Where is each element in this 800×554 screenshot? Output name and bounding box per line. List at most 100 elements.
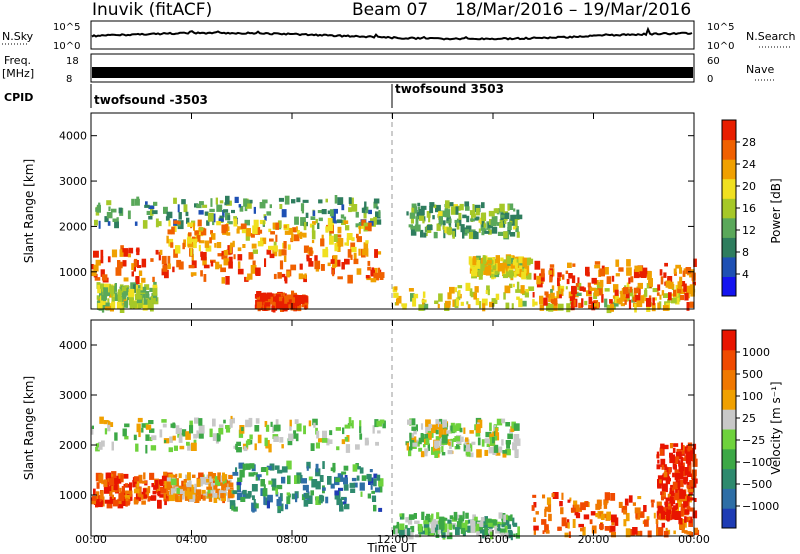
scatter-cell bbox=[224, 224, 229, 228]
scatter-cell bbox=[539, 304, 545, 311]
scatter-cell bbox=[568, 273, 573, 279]
scatter-cell bbox=[310, 216, 316, 220]
scatter-cell bbox=[238, 429, 244, 438]
scatter-cell bbox=[269, 463, 275, 471]
scatter-cell bbox=[334, 258, 338, 268]
scatter-cell bbox=[172, 435, 176, 441]
scatter-cell bbox=[170, 488, 175, 495]
scatter-cell bbox=[273, 273, 277, 280]
scatter-cell bbox=[135, 248, 140, 252]
scatter-cell bbox=[661, 496, 664, 501]
scatter-cell bbox=[507, 204, 510, 211]
scatter-cell bbox=[109, 285, 115, 295]
scatter-cell bbox=[339, 506, 344, 512]
scatter-cell bbox=[191, 253, 194, 262]
scatter-cell bbox=[412, 442, 418, 447]
scatter-cell bbox=[306, 461, 311, 469]
scatter-cell bbox=[486, 285, 490, 292]
scatter-cell bbox=[672, 507, 676, 516]
scatter-cell bbox=[685, 285, 692, 294]
scatter-cell bbox=[249, 439, 253, 445]
scatter-cell bbox=[343, 465, 349, 471]
scatter-cell bbox=[334, 243, 339, 252]
scatter-cell bbox=[373, 198, 380, 204]
scatter-cell bbox=[282, 295, 289, 303]
scatter-cell bbox=[106, 500, 113, 509]
scatter-cell bbox=[566, 519, 570, 523]
scatter-cell bbox=[247, 439, 251, 446]
scatter-cell bbox=[91, 426, 94, 435]
scatter-cell bbox=[145, 294, 150, 299]
scatter-cell bbox=[149, 472, 155, 480]
scatter-cell bbox=[304, 305, 307, 310]
scatter-cell bbox=[685, 455, 691, 464]
scatter-cell bbox=[173, 197, 177, 204]
scatter-cell bbox=[550, 292, 555, 302]
scatter-cell bbox=[399, 513, 403, 517]
velocity-data-layer bbox=[91, 415, 700, 541]
scatter-cell bbox=[494, 270, 498, 275]
scatter-cell bbox=[539, 273, 545, 282]
scatter-cell bbox=[583, 514, 590, 520]
scatter-cell bbox=[475, 298, 480, 306]
scatter-cell bbox=[269, 204, 272, 209]
scatter-cell bbox=[539, 295, 544, 305]
scatter-cell bbox=[157, 479, 164, 487]
scatter-cell bbox=[427, 527, 430, 536]
scatter-cell bbox=[280, 292, 286, 299]
scatter-cell bbox=[657, 284, 661, 291]
scatter-cell bbox=[237, 226, 243, 230]
scatter-cell bbox=[476, 523, 480, 533]
scatter-cell bbox=[625, 512, 630, 522]
scatter-cell bbox=[516, 231, 520, 238]
scatter-cell bbox=[411, 426, 416, 431]
scatter-cell bbox=[114, 283, 117, 292]
scatter-cell bbox=[198, 240, 205, 244]
scatter-cell bbox=[657, 483, 662, 489]
scatter-cell bbox=[460, 301, 464, 306]
nave-tick-top: 60 bbox=[707, 56, 720, 67]
scatter-cell bbox=[278, 249, 282, 257]
scatter-cell bbox=[153, 201, 158, 206]
colorbar-swatch bbox=[722, 508, 736, 529]
scatter-cell bbox=[122, 428, 127, 437]
scatter-cell bbox=[376, 206, 379, 210]
scatter-cell bbox=[487, 289, 490, 296]
scatter-cell bbox=[535, 511, 539, 515]
scatter-cell bbox=[501, 520, 506, 527]
scatter-cell bbox=[367, 493, 371, 499]
scatter-cell bbox=[634, 303, 637, 313]
scatter-cell bbox=[259, 229, 263, 234]
scatter-cell bbox=[150, 445, 157, 451]
scatter-cell bbox=[435, 436, 442, 441]
scatter-cell bbox=[430, 522, 435, 529]
scatter-cell bbox=[317, 222, 320, 229]
scatter-cell bbox=[263, 488, 268, 497]
scatter-cell bbox=[101, 301, 107, 305]
scatter-cell bbox=[486, 443, 490, 447]
scatter-cell bbox=[238, 204, 242, 208]
scatter-cell bbox=[556, 291, 560, 299]
scatter-cell bbox=[662, 293, 669, 298]
scatter-cell bbox=[496, 418, 503, 426]
scatter-cell bbox=[157, 499, 162, 509]
scatter-cell bbox=[675, 294, 682, 301]
scatter-cell bbox=[151, 435, 157, 441]
scatter-cell bbox=[123, 287, 129, 296]
scatter-cell bbox=[326, 438, 330, 446]
scatter-cell bbox=[176, 259, 182, 268]
scatter-cell bbox=[322, 487, 326, 491]
colorbar-swatch bbox=[722, 468, 736, 489]
scatter-cell bbox=[198, 244, 201, 252]
scatter-cell bbox=[171, 226, 175, 235]
scatter-cell bbox=[338, 487, 343, 491]
scatter-cell bbox=[103, 479, 108, 488]
scatter-cell bbox=[274, 465, 280, 470]
scatter-cell bbox=[550, 299, 556, 303]
scatter-cell bbox=[448, 523, 452, 530]
scatter-cell bbox=[206, 220, 210, 226]
scatter-cell bbox=[318, 438, 324, 443]
scatter-cell bbox=[207, 212, 214, 222]
scatter-cell bbox=[193, 222, 195, 231]
